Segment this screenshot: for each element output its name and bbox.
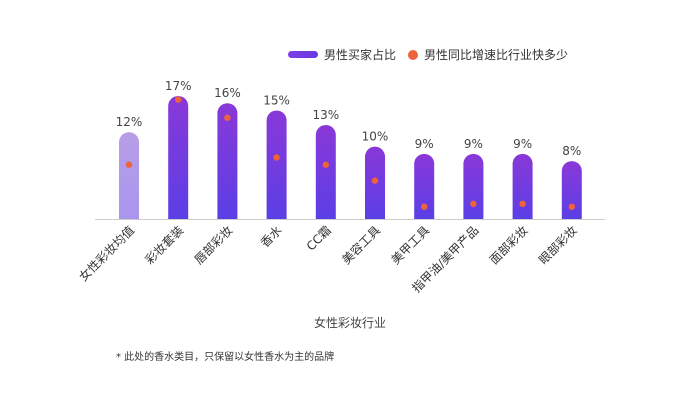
bar-7 xyxy=(463,153,484,219)
category-labels-group: 女性彩妆均值 彩妆套装 唇部彩妆 香水 CC霜 美容工具 美甲工具指甲油/美甲产品 面部彩妆眼… xyxy=(76,223,580,296)
category-label-5: 美容工具 xyxy=(339,223,384,268)
x-axis-title: 女性彩妆行业 xyxy=(313,316,386,330)
category-label-9: 眼部彩妆 xyxy=(535,223,580,268)
value-labels-group: 12% 17% 16% 15% 13% 10% 9% 9% 9% 8% xyxy=(116,79,582,158)
legend-dot-label: 男性同比增速比行业快多少 xyxy=(424,48,569,62)
bar-1 xyxy=(168,96,189,219)
category-label-8: 面部彩妆 xyxy=(486,223,531,268)
bar-3 xyxy=(266,110,287,219)
legend-dot-swatch xyxy=(408,49,419,60)
value-label-7: 9% xyxy=(464,137,483,151)
value-label-2: 16% xyxy=(214,86,241,100)
dot-8 xyxy=(519,200,526,208)
legend-bar-swatch xyxy=(288,51,318,58)
category-label-2: 唇部彩妆 xyxy=(191,223,236,268)
category-label-0: 女性彩妆均值 xyxy=(76,223,138,285)
bars-group xyxy=(119,96,582,219)
dot-6 xyxy=(421,203,428,210)
category-label-4: CC霜 xyxy=(304,223,334,253)
value-label-1: 17% xyxy=(165,79,192,93)
footnote: * 此处的香水类目，只保留以女性香水为主的品牌 xyxy=(116,352,335,363)
dot-2 xyxy=(224,114,231,121)
value-label-8: 9% xyxy=(513,137,532,151)
bar-9 xyxy=(561,161,582,219)
dot-1 xyxy=(175,96,182,103)
value-label-4: 13% xyxy=(312,108,339,122)
dot-0 xyxy=(125,161,133,168)
dot-5 xyxy=(371,177,379,184)
bar-2 xyxy=(217,103,238,219)
dots-group xyxy=(125,96,575,210)
dot-3 xyxy=(273,154,280,161)
value-label-6: 9% xyxy=(415,137,434,151)
category-label-3: 香水 xyxy=(258,223,285,250)
bar-4 xyxy=(315,124,336,219)
category-label-6: 美甲工具 xyxy=(388,223,432,267)
value-label-5: 10% xyxy=(362,130,389,144)
legend-bar-label: 男性买家占比 xyxy=(324,48,397,62)
legend: 男性买家占比 男性同比增速比行业快多少 xyxy=(288,46,568,63)
dot-7 xyxy=(470,200,477,208)
dot-4 xyxy=(322,161,329,168)
category-label-1: 彩妆套装 xyxy=(142,223,186,267)
value-label-0: 12% xyxy=(116,115,143,129)
bar-8 xyxy=(512,153,533,219)
bar-0 xyxy=(119,132,139,219)
bar-6 xyxy=(414,153,435,219)
value-label-9: 8% xyxy=(562,144,581,158)
value-label-3: 15% xyxy=(263,93,290,107)
dot-9 xyxy=(568,203,575,210)
